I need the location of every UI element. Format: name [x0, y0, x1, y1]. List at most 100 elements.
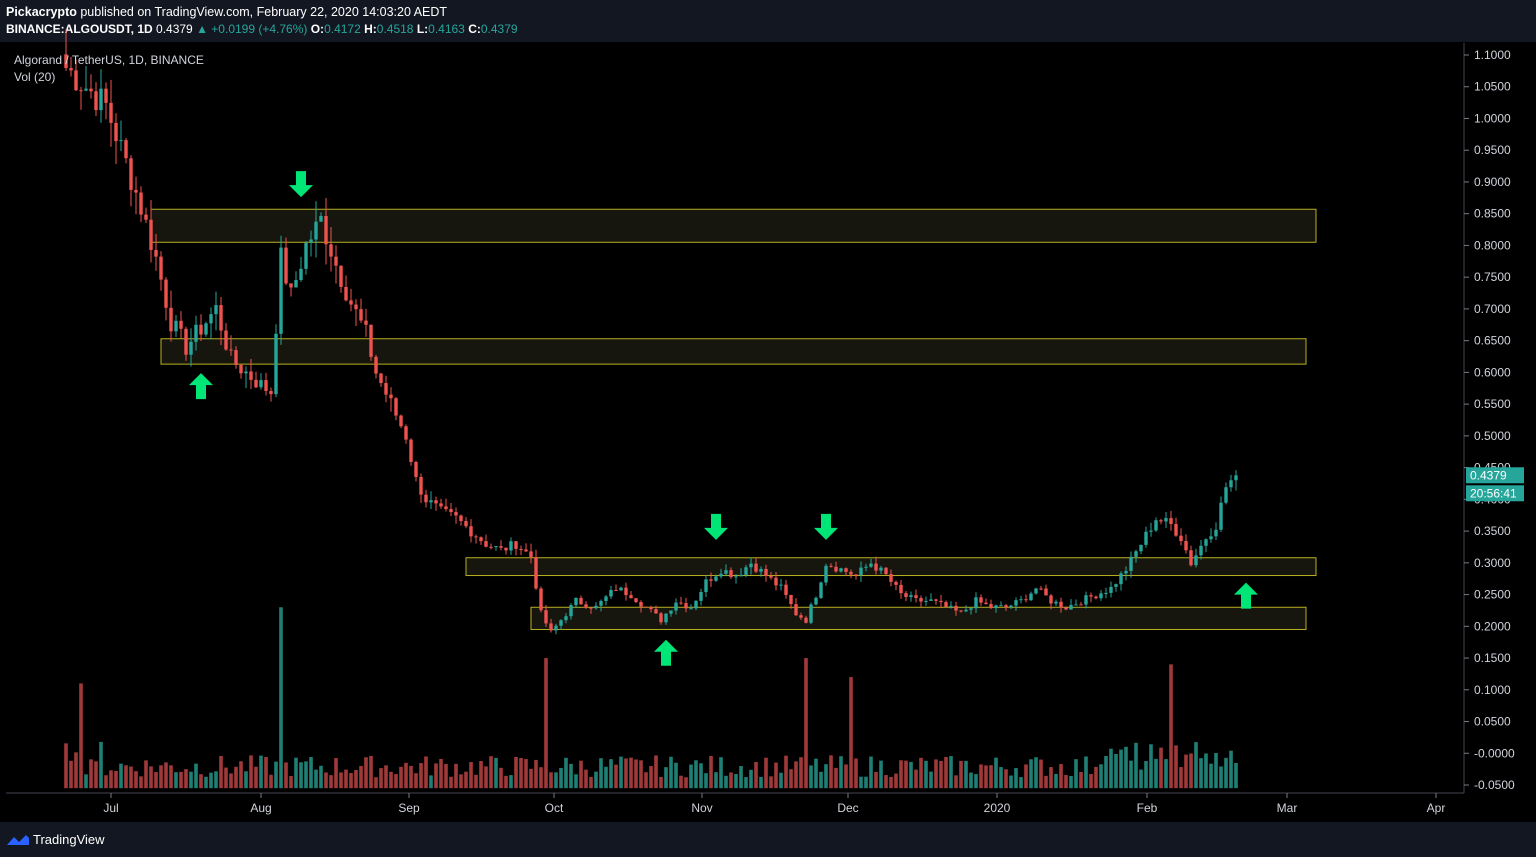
candle-body — [114, 122, 118, 142]
price-tick-label: 0.7000 — [1474, 302, 1511, 316]
volume-bar — [659, 777, 663, 789]
candle-body — [559, 620, 563, 626]
volume-bar — [654, 755, 658, 789]
volume-bar — [479, 761, 483, 789]
candle-body — [429, 500, 433, 503]
candle-body — [879, 567, 883, 571]
candle-body — [379, 373, 383, 384]
volume-bar — [1219, 766, 1223, 789]
price-tick-label: -0.0500 — [1474, 778, 1515, 792]
volume-bar — [1014, 768, 1018, 789]
candle-body — [709, 579, 713, 581]
volume-bar — [1209, 763, 1213, 789]
volume-bar — [744, 777, 748, 789]
volume-bar — [1154, 758, 1158, 789]
volume-bar — [914, 769, 918, 789]
candle-body — [689, 608, 693, 610]
volume-bar — [379, 768, 383, 789]
volume-bar — [979, 764, 983, 789]
volume-bar — [414, 773, 418, 789]
candle-body — [309, 239, 313, 243]
volume-bar — [1129, 760, 1133, 789]
volume-bar — [894, 773, 898, 789]
volume-bar — [569, 763, 573, 789]
price-tick-label: 0.3000 — [1474, 556, 1511, 570]
candle-body — [939, 600, 943, 603]
candle-body — [259, 380, 263, 388]
volume-bar — [279, 607, 283, 789]
sr-zone — [530, 606, 1307, 630]
candle-body — [1104, 592, 1108, 594]
volume-bar — [314, 769, 318, 789]
volume-bar — [559, 767, 563, 789]
candle-body — [474, 536, 478, 538]
candle-body — [624, 587, 628, 596]
candle-body — [649, 606, 653, 610]
arrow-up-icon — [1234, 582, 1258, 609]
candle-body — [509, 541, 513, 551]
candle-body — [1159, 520, 1163, 522]
volume-bar — [179, 771, 183, 789]
candle-body — [769, 575, 773, 578]
price-tick-label: 0.2000 — [1474, 619, 1511, 633]
volume-bar — [174, 772, 178, 789]
price-chart[interactable]: 1.1000 1.0500 1.0000 0.9500 0.9000 0.8500 0.80… — [0, 0, 1536, 822]
volume-bar — [194, 763, 198, 789]
price-axis[interactable]: 1.1000 1.0500 1.0000 0.9500 0.9000 0.8500 0.80… — [1464, 48, 1515, 792]
candle-body — [399, 415, 403, 427]
volume-bar — [269, 774, 273, 789]
candle-body — [949, 605, 953, 607]
time-axis[interactable]: Jul Aug Sep Oct Nov Dec 2020 Feb Mar Apr — [103, 793, 1445, 815]
volume-bar — [299, 762, 303, 789]
tradingview-logo-icon[interactable] — [6, 833, 30, 847]
volume-bar — [944, 756, 948, 789]
volume-bar — [1164, 759, 1168, 789]
volume-bar — [474, 774, 478, 789]
volume-bar — [674, 762, 678, 789]
volume-bar — [419, 763, 423, 789]
volume-bar — [649, 766, 653, 789]
volume-bar — [1034, 757, 1038, 789]
candle-body — [1044, 588, 1048, 596]
footer-brand[interactable]: TradingView — [33, 832, 105, 847]
volume-bar — [519, 757, 523, 789]
volume-bar — [139, 776, 143, 789]
price-tick-label: 0.8000 — [1474, 238, 1511, 252]
volume-bar — [874, 771, 878, 789]
candle-body — [409, 439, 413, 462]
candle-body — [594, 605, 598, 609]
volume-bar — [369, 755, 373, 789]
time-tick-label: Apr — [1427, 801, 1446, 815]
legend-title[interactable]: Algorand / TetherUS, 1D, BINANCE — [14, 53, 204, 67]
publisher-name[interactable]: Pickacrypto — [6, 5, 77, 19]
candle-body — [289, 283, 293, 288]
candle-body — [674, 602, 678, 611]
volume-bar — [234, 766, 238, 789]
open-value: 0.4172 — [324, 22, 361, 36]
candle-body — [579, 597, 583, 605]
change-value: +0.0199 (+4.76%) — [211, 22, 308, 36]
legend-volume[interactable]: Vol (20) — [14, 70, 56, 84]
volume-bar — [119, 763, 123, 789]
candle-body — [994, 605, 998, 609]
candle-body — [104, 88, 108, 103]
volume-bar — [1214, 752, 1218, 789]
volume-bar — [1054, 773, 1058, 789]
volume-bar — [389, 771, 393, 789]
volume-bar — [129, 766, 133, 789]
candle-body — [294, 279, 298, 288]
arrow-up-icon — [654, 639, 678, 666]
volume-bar — [1084, 756, 1088, 789]
volume-bar — [774, 762, 778, 789]
candle-body — [534, 557, 538, 589]
volume-bar — [499, 767, 503, 789]
candle-body — [924, 600, 928, 602]
volume-bar — [1119, 749, 1123, 789]
candle-body — [799, 615, 803, 618]
volume-bar — [709, 755, 713, 789]
price-tick-label: 0.2500 — [1474, 588, 1511, 602]
volume-bar — [159, 765, 163, 789]
candle-body — [1084, 595, 1088, 605]
volume-bar — [1049, 767, 1053, 789]
candle-body — [79, 90, 83, 92]
